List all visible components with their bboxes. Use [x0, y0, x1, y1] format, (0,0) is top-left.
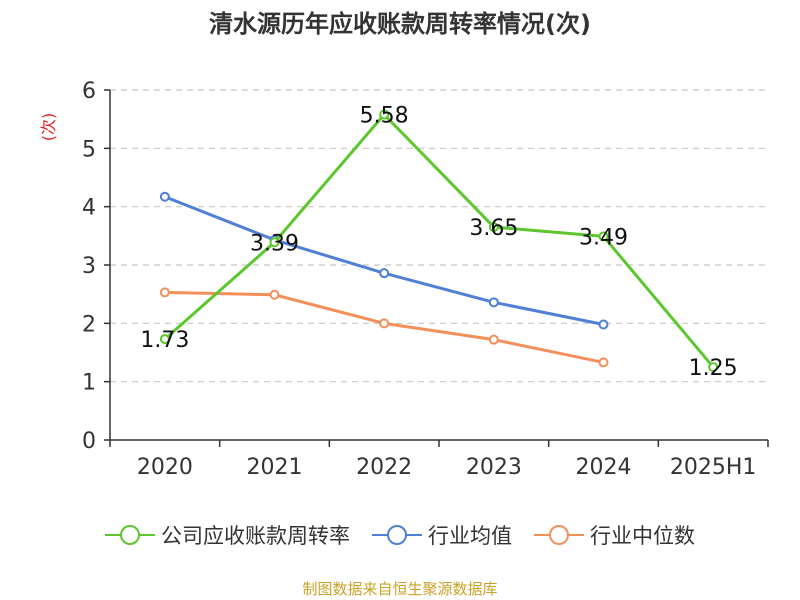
source-note: 制图数据来自恒生聚源数据库 [302, 580, 498, 598]
legend-item-industry-mean[interactable]: 行业均值 [372, 520, 512, 550]
legend-marker-industry-mean [372, 525, 422, 545]
y-unit-label: (次) [39, 113, 58, 142]
data-point [159, 287, 170, 298]
x-tick-label: 2024 [576, 455, 632, 480]
y-tick-label: 4 [82, 196, 96, 221]
series-line [163, 113, 715, 369]
legend-marker-industry-median [534, 525, 584, 545]
legend: 公司应收账款周转率 行业均值 行业中位数 [0, 520, 800, 550]
x-tick-label: 2023 [466, 455, 522, 480]
data-label: 5.58 [360, 104, 409, 129]
series-lines [159, 109, 719, 373]
series-line [164, 195, 604, 326]
data-label: 1.25 [689, 356, 738, 381]
data-point [598, 319, 609, 330]
legend-marker-company [105, 525, 155, 545]
data-label: 3.39 [250, 231, 299, 256]
x-tick-label: 2022 [356, 455, 412, 480]
data-point [159, 334, 170, 345]
x-tick-label: 2020 [137, 455, 193, 480]
y-tick-label: 1 [82, 371, 96, 396]
grid-lines [110, 89, 768, 383]
data-point [488, 297, 499, 308]
data-point [269, 289, 280, 300]
x-tick-label: 2025H1 [670, 455, 757, 480]
data-point [598, 357, 609, 368]
data-label: 3.49 [579, 225, 628, 250]
legend-label-industry-mean: 行业均值 [428, 524, 512, 548]
y-tick-label: 2 [82, 312, 96, 337]
x-tick-label: 2021 [247, 455, 303, 480]
legend-item-company[interactable]: 公司应收账款周转率 [105, 520, 350, 550]
data-point [488, 334, 499, 345]
axes: 0 1 2 3 4 5 6 (次) 2020 2021 2022 2023 2024 2025H1 [39, 79, 769, 480]
y-tick-label: 5 [82, 137, 96, 162]
y-tick-label: 0 [82, 429, 96, 454]
data-labels: 1.73 3.39 5.58 3.65 3.49 1.25 [140, 104, 737, 382]
data-point [379, 268, 390, 279]
data-point [269, 237, 280, 248]
data-label: 3.65 [469, 216, 518, 241]
y-tick-label: 6 [82, 79, 96, 104]
data-label: 1.73 [140, 328, 189, 353]
data-point [159, 191, 170, 202]
y-tick-label: 3 [82, 254, 96, 279]
data-point [379, 318, 390, 329]
legend-label-company: 公司应收账款周转率 [161, 524, 350, 548]
legend-item-industry-median[interactable]: 行业中位数 [534, 520, 695, 550]
legend-label-industry-median: 行业中位数 [590, 524, 695, 548]
data-point [488, 222, 499, 233]
data-point [598, 231, 609, 242]
data-point [379, 109, 390, 120]
data-point [708, 362, 719, 373]
chart-title: 清水源历年应收账款周转率情况(次) [209, 10, 591, 38]
